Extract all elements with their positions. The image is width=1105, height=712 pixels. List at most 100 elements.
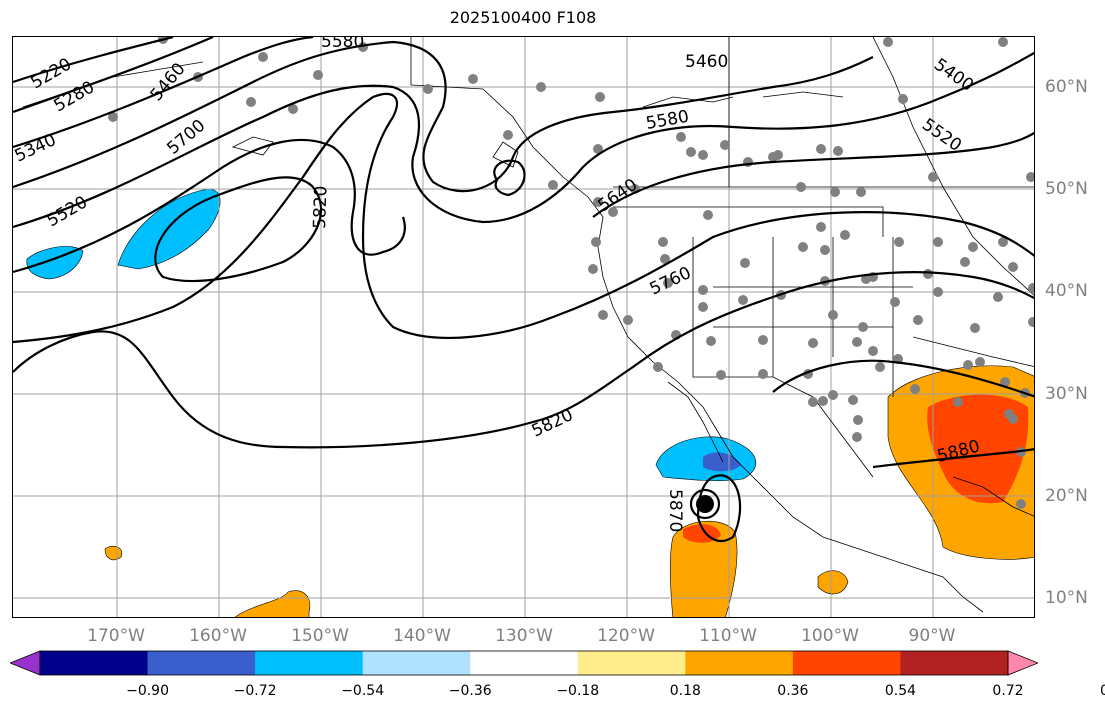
lat-lon-grid [13, 37, 1034, 617]
station-dot [820, 245, 830, 255]
station-dot [933, 287, 943, 297]
contour-labels: 5220 5280 5340 5400 5460 5460 5520 5520 … [13, 37, 982, 532]
station-dot [758, 369, 768, 379]
lon-label: 160°W [189, 626, 247, 646]
lat-label: 10°N [1045, 588, 1088, 608]
colorbar-tick-label: −0.18 [556, 683, 600, 699]
station-dot [698, 150, 708, 160]
station-dot [848, 395, 858, 405]
colorbar-extend-high [1007, 650, 1038, 676]
station-dot [1016, 499, 1026, 509]
colorbar-segment [685, 651, 794, 675]
station-dot [1028, 317, 1034, 327]
lon-label: 90°W [908, 626, 956, 646]
lon-label: 170°W [87, 626, 145, 646]
station-dot [818, 396, 828, 406]
station-dot [852, 337, 862, 347]
station-dot [816, 144, 826, 154]
station-dot [740, 258, 750, 268]
station-dot [773, 150, 783, 160]
positive-anomaly-small-1 [104, 545, 123, 561]
negative-anomaly-west [26, 246, 84, 280]
colorbar-tick-label: 0.90 [1099, 683, 1105, 699]
station-dot [720, 140, 730, 150]
station-dot [313, 70, 323, 80]
station-dot [830, 187, 840, 197]
station-dot [658, 237, 668, 247]
station-dot [963, 360, 973, 370]
station-dot [108, 112, 118, 122]
station-dot [288, 104, 298, 114]
contour-label: 5280 [51, 77, 98, 116]
station-dot [676, 132, 686, 142]
station-dot [890, 297, 900, 307]
station-dot [423, 84, 433, 94]
station-dot [258, 52, 268, 62]
station-dot [883, 37, 893, 47]
contour-label: 5580 [644, 107, 690, 134]
station-dot [998, 237, 1008, 247]
colorbar [10, 650, 1038, 676]
lat-label: 20°N [1045, 486, 1088, 506]
positive-anomaly-small-2 [817, 570, 849, 595]
colorbar-segment [577, 651, 686, 675]
positive-anomaly-gulf-core [927, 394, 1029, 504]
station-dot [698, 302, 708, 312]
anomaly-shading [26, 188, 1034, 617]
lon-label: 110°W [699, 626, 757, 646]
station-dot [246, 97, 256, 107]
station-dot [968, 242, 978, 252]
station-dot [503, 130, 513, 140]
map-panel[interactable]: 5220 5280 5340 5400 5460 5460 5520 5520 … [12, 36, 1035, 618]
lon-label: 150°W [291, 626, 349, 646]
station-dot [796, 182, 806, 192]
negative-anomaly-baja-core [703, 452, 741, 472]
station-dot [993, 292, 1003, 302]
station-dot [653, 362, 663, 372]
low-contour-ring [689, 488, 721, 520]
station-dot [1008, 262, 1018, 272]
lon-label: 120°W [597, 626, 655, 646]
station-dot [828, 310, 838, 320]
station-dot [910, 384, 920, 394]
station-dot [536, 82, 546, 92]
colorbar-segment [792, 651, 901, 675]
contour-label: 5640 [594, 175, 641, 216]
colorbar-tick-label: −0.36 [448, 683, 492, 699]
page-title: 2025100400 F108 [449, 8, 597, 27]
map-canvas: 5220 5280 5340 5400 5460 5460 5520 5520 … [13, 37, 1034, 617]
lon-label: 130°W [495, 626, 553, 646]
station-dot [913, 315, 923, 325]
contour-label: 5760 [647, 263, 695, 299]
colorbar-segment [40, 651, 149, 675]
colorbar-tick-label: 0.36 [777, 683, 809, 699]
station-dot [861, 274, 871, 284]
station-dot [623, 315, 633, 325]
contour-label: 5820 [529, 405, 577, 441]
colorbar-tick-label: −0.54 [341, 683, 385, 699]
station-dot [808, 397, 818, 407]
station-dot [1000, 377, 1010, 387]
station-dot [816, 222, 826, 232]
station-dot [858, 322, 868, 332]
station-dot [852, 432, 862, 442]
lat-label: 30°N [1045, 384, 1088, 404]
station-dot [960, 257, 970, 267]
station-dot [598, 310, 608, 320]
station-dot [808, 338, 818, 348]
station-dot [1028, 283, 1034, 293]
contour-label: 5870 [665, 489, 685, 532]
station-dot [998, 37, 1008, 47]
contour-label: 5340 [13, 130, 59, 166]
colorbar-tick-label: 0.72 [992, 683, 1024, 699]
height-contours [13, 37, 1034, 542]
contour-label: 5520 [44, 192, 91, 231]
station-dot [1008, 414, 1018, 424]
positive-anomaly-mexico [669, 520, 738, 617]
station-dot [853, 415, 863, 425]
colorbar-outline [39, 650, 1009, 676]
colorbar-segment [900, 651, 1009, 675]
lon-label: 140°W [393, 626, 451, 646]
station-dot [875, 362, 885, 372]
low-center-marker [696, 495, 714, 513]
